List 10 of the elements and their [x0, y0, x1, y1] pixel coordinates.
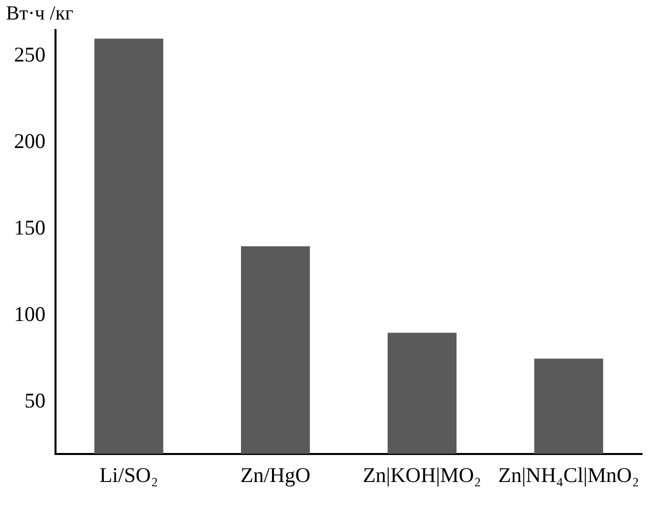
y-tick-label: 250 [14, 42, 46, 66]
y-tick-label: 150 [14, 215, 46, 240]
x-tick-label: Zn|KOH|MO₂ [362, 462, 482, 487]
x-tick-label: Zn/HgO [240, 462, 310, 487]
y-tick-label: 100 [14, 302, 46, 326]
y-axis-title: Вт·ч /кг [6, 2, 74, 24]
x-tick-label: Li/SO₂ [99, 462, 158, 487]
y-tick-label: 50 [24, 388, 46, 412]
x-tick-label: Zn|NH₄Cl|MnO₂ [498, 462, 640, 487]
y-tick-label: 200 [14, 128, 46, 153]
